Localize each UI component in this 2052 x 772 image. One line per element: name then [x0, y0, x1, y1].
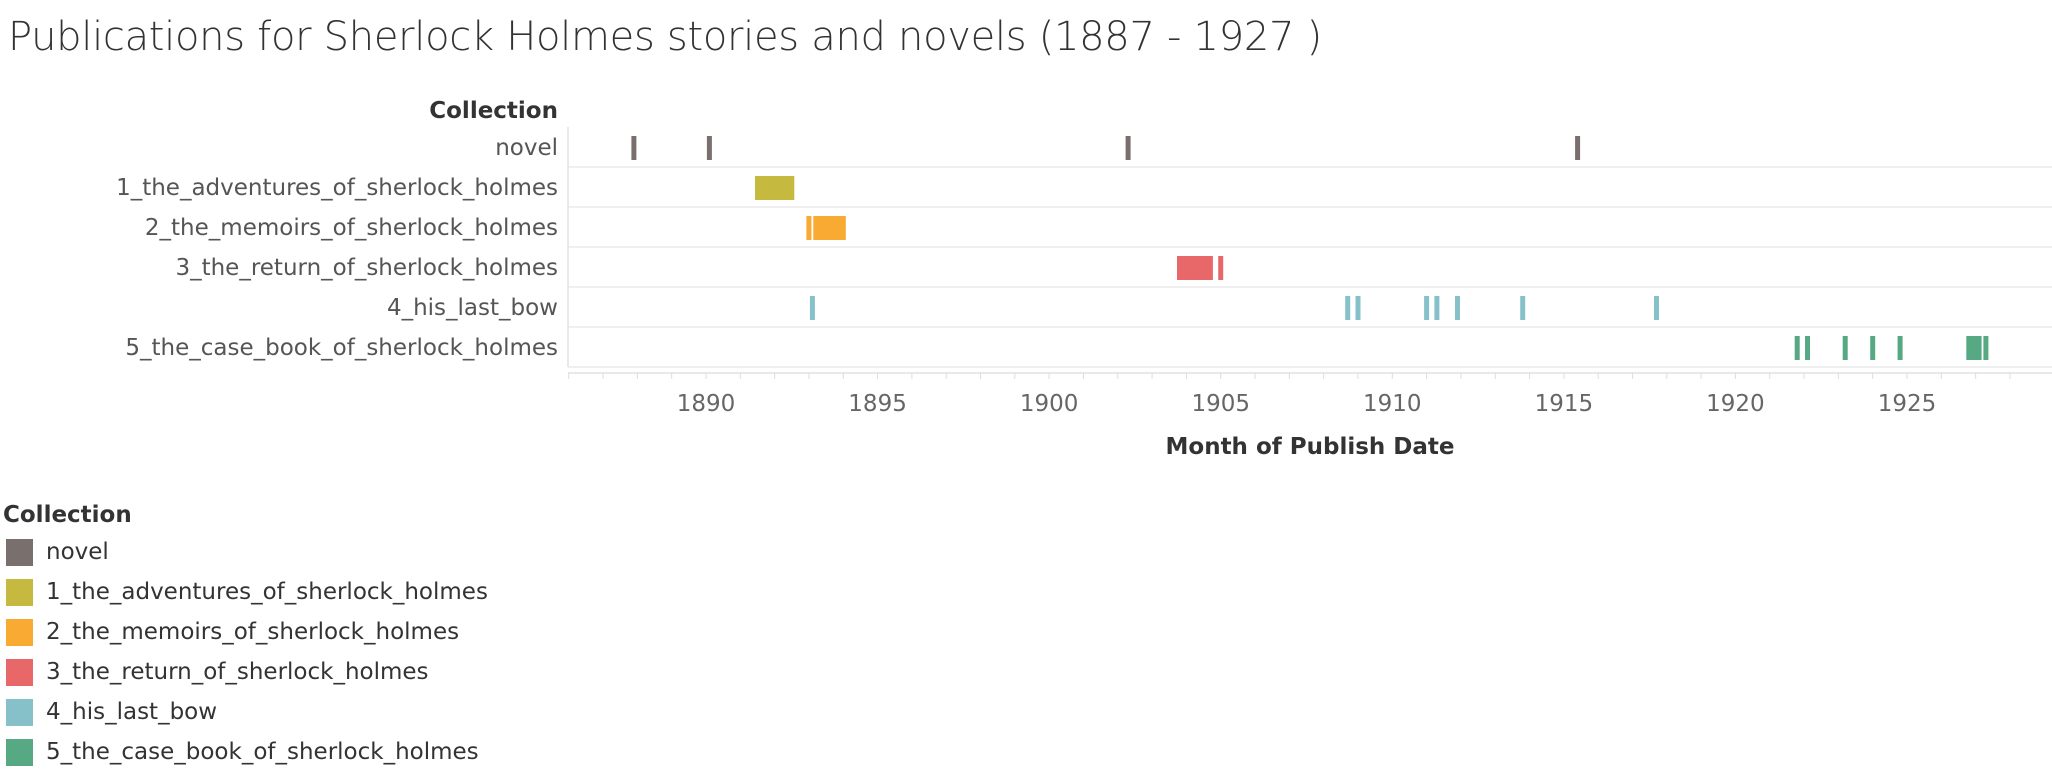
x-tick-label: 1890 — [677, 391, 736, 417]
publication-mark — [1983, 336, 1989, 360]
x-tick-label: 1910 — [1363, 391, 1422, 417]
publication-mark — [1207, 256, 1213, 280]
publication-mark — [706, 136, 712, 160]
publication-mark — [772, 176, 778, 200]
publication-mark — [1455, 296, 1460, 320]
publication-mark — [1355, 296, 1361, 320]
publication-mark — [823, 216, 829, 240]
publication-mark — [1794, 336, 1800, 360]
legend-label: 5_the_case_book_of_sherlock_holmes — [46, 739, 479, 765]
publication-mark — [820, 216, 826, 240]
publication-mark — [1187, 256, 1193, 280]
publication-mark — [631, 136, 637, 160]
publication-mark — [1520, 296, 1526, 320]
publication-mark — [809, 296, 815, 320]
publication-mark — [1177, 256, 1182, 280]
row-label: novel — [495, 135, 558, 161]
legend-label: 2_the_memoirs_of_sherlock_holmes — [46, 619, 460, 645]
publication-mark — [755, 176, 760, 200]
publication-mark — [1197, 256, 1203, 280]
publication-mark — [775, 176, 781, 200]
publication-mark — [827, 216, 832, 240]
publication-mark — [837, 216, 843, 240]
publication-mark — [1575, 136, 1581, 160]
legend-label: 4_his_last_bow — [46, 699, 218, 725]
chart-marks — [631, 136, 1989, 360]
x-axis: 1890 1895 1900 1905 1910 1915 1920 1925 — [568, 372, 2052, 417]
x-tick-label: 1915 — [1535, 391, 1594, 417]
publication-mark — [1125, 136, 1131, 160]
row-label: 1_the_adventures_of_sherlock_holmes — [116, 175, 558, 201]
legend-item[interactable]: 3_the_return_of_sherlock_holmes — [3, 652, 488, 692]
publication-mark — [830, 216, 836, 240]
publication-mark — [806, 216, 812, 240]
legend-swatch — [6, 658, 33, 686]
row-label: 4_his_last_bow — [387, 295, 558, 321]
publication-mark — [1870, 336, 1876, 360]
legend-swatch — [6, 578, 33, 606]
x-tick-label: 1900 — [1020, 391, 1079, 417]
legend-item[interactable]: 4_his_last_bow — [3, 692, 488, 732]
row-label: 3_the_return_of_sherlock_holmes — [175, 255, 558, 281]
publication-mark — [1897, 336, 1903, 360]
legend-swatch — [6, 738, 33, 766]
legend-label: 1_the_adventures_of_sherlock_holmes — [46, 579, 488, 605]
publication-mark — [785, 176, 791, 200]
legend-title: Collection — [3, 502, 132, 528]
legend-item[interactable]: 1_the_adventures_of_sherlock_holmes — [3, 572, 488, 612]
timeline-chart: Collection novel 1_the_adventures_of_sher… — [116, 98, 2052, 460]
publication-mark — [1969, 336, 1975, 360]
chart-rows: novel 1_the_adventures_of_sherlock_holmes… — [116, 127, 2052, 368]
chart-title: Publications for Sherlock Holmes stories… — [8, 14, 1322, 60]
publication-mark — [1805, 336, 1810, 360]
publication-mark — [1190, 256, 1196, 280]
publication-mark — [1434, 296, 1440, 320]
x-tick-label: 1925 — [1878, 391, 1937, 417]
publication-mark — [833, 216, 839, 240]
x-axis-label: Month of Publish Date — [1166, 434, 1455, 460]
publication-mark — [1180, 256, 1186, 280]
legend-item[interactable]: 2_the_memoirs_of_sherlock_holmes — [3, 612, 488, 652]
publication-mark — [840, 216, 846, 240]
legend-swatch — [6, 698, 33, 726]
publication-mark — [758, 176, 764, 200]
x-tick-label: 1905 — [1191, 391, 1250, 417]
legend: Collection novel 1_the_adventures_of_sher… — [3, 502, 488, 772]
publication-mark — [779, 176, 784, 200]
publication-mark — [813, 216, 819, 240]
publication-mark — [1218, 256, 1224, 280]
publication-mark — [1966, 336, 1972, 360]
publication-mark — [816, 216, 822, 240]
publication-mark — [1201, 256, 1207, 280]
row-label: 2_the_memoirs_of_sherlock_holmes — [145, 215, 558, 241]
publication-mark — [1345, 296, 1351, 320]
publication-mark — [1973, 336, 1979, 360]
row-label: 5_the_case_book_of_sherlock_holmes — [125, 335, 558, 361]
publication-mark — [1976, 336, 1982, 360]
publication-mark — [761, 176, 767, 200]
publication-mark — [1424, 296, 1430, 320]
publication-mark — [1194, 256, 1200, 280]
x-tick-label: 1895 — [848, 391, 907, 417]
legend-label: novel — [46, 539, 109, 565]
publication-mark — [765, 176, 771, 200]
publication-mark — [1842, 336, 1848, 360]
legend-item[interactable]: 5_the_case_book_of_sherlock_holmes — [3, 732, 488, 772]
x-tick-label: 1920 — [1706, 391, 1765, 417]
publication-mark — [1654, 296, 1659, 320]
publication-mark — [782, 176, 788, 200]
publication-mark — [1183, 256, 1189, 280]
legend-swatch — [6, 618, 33, 646]
row-header: Collection — [429, 98, 558, 124]
publication-mark — [768, 176, 774, 200]
legend-item[interactable]: novel — [3, 532, 488, 572]
publication-mark — [1204, 256, 1210, 280]
legend-label: 3_the_return_of_sherlock_holmes — [46, 659, 429, 685]
legend-swatch — [6, 538, 33, 566]
publication-mark — [789, 176, 795, 200]
